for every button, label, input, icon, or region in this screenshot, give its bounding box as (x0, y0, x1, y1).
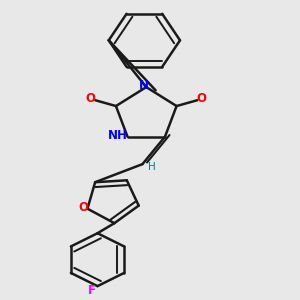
Text: O: O (79, 201, 89, 214)
Text: F: F (88, 284, 96, 296)
Text: H: H (148, 162, 156, 172)
Text: NH: NH (108, 129, 128, 142)
Text: N: N (140, 79, 149, 92)
Text: O: O (86, 92, 96, 105)
Text: O: O (197, 92, 207, 105)
